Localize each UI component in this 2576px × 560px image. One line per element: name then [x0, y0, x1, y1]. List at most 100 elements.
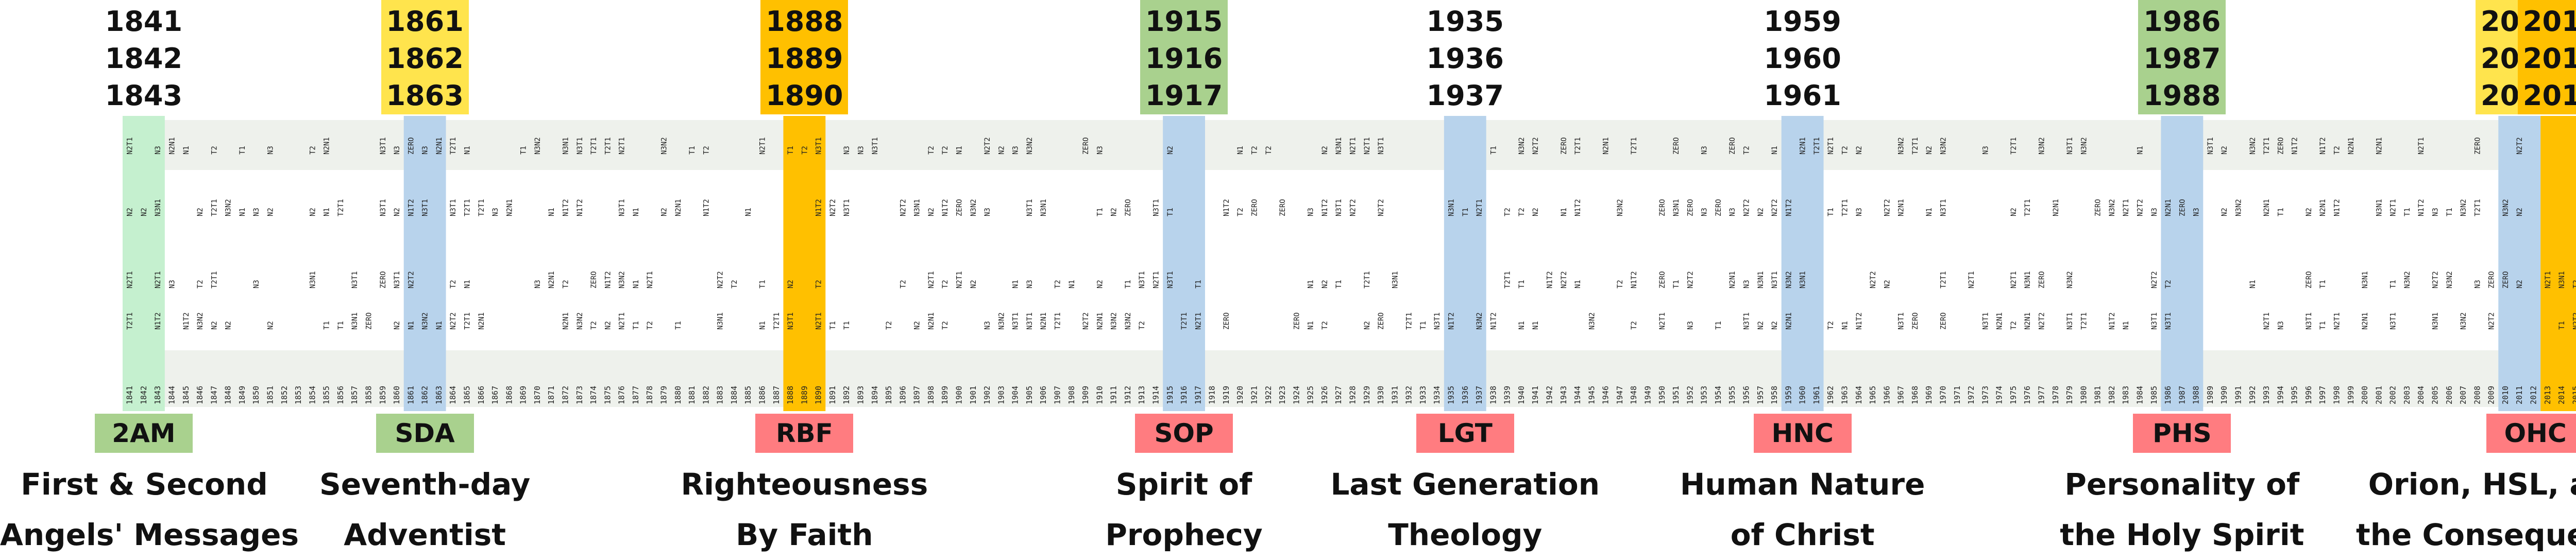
cell-value: ZERO	[1082, 137, 1090, 155]
cell-value: N3	[2150, 208, 2159, 216]
cell-value: N2T2	[1377, 199, 1385, 216]
cell-value: N1	[323, 208, 331, 216]
year-label: 1891	[828, 386, 837, 404]
year-label: 1908	[1067, 386, 1076, 404]
year-label: 1918	[1208, 386, 1217, 404]
cell-value: N3T1	[1897, 312, 1906, 330]
cell-value: N2N1	[168, 137, 177, 155]
cell-value: N2T2	[449, 312, 457, 330]
cell-value: N2T1	[2417, 137, 2426, 155]
subject-caption: Seventh-day	[319, 467, 531, 502]
cell-value: N2T1	[618, 137, 626, 155]
year-label: 1850	[251, 386, 261, 404]
year-label: 1948	[1629, 386, 1638, 404]
year-label: 1872	[561, 386, 570, 404]
cell-value: N1T2	[1855, 312, 1863, 330]
year-label: 1847	[209, 386, 218, 404]
year-label: 1877	[631, 386, 640, 404]
cell-value: T2T1	[2010, 137, 2018, 155]
cell-value: N1	[1236, 146, 1245, 155]
year-label: 1898	[926, 386, 936, 404]
cell-value: N1	[632, 208, 640, 216]
cell-value: N3	[168, 280, 177, 289]
cell-value: ZERO	[365, 312, 374, 330]
cell-value: T1	[323, 321, 331, 330]
cell-value: T2T1	[1054, 312, 1062, 330]
year-label: 1844	[167, 386, 177, 404]
top-year-label: 1959	[1764, 5, 1841, 38]
year-label: 1874	[589, 386, 598, 404]
year-label: 1974	[1995, 386, 2004, 404]
subject-caption: Righteousness	[681, 467, 928, 502]
cell-value: N3T1	[1335, 199, 1343, 216]
cell-value: N2	[1757, 208, 1765, 216]
cell-value: N3N2	[1110, 312, 1118, 330]
cell-value: N2	[1925, 146, 1934, 155]
top-year-box	[760, 0, 849, 114]
abbr-badge: LGT	[1416, 414, 1514, 453]
cell-value: N2	[1321, 146, 1329, 155]
cell-value: N3N2	[660, 137, 669, 155]
year-label: 1884	[730, 386, 739, 404]
cell-value: ZERO	[1251, 199, 1259, 216]
cell-value: T2	[1518, 208, 1526, 216]
cell-value: T2	[1251, 146, 1259, 155]
highlight-column	[1781, 116, 1824, 411]
year-label: 1927	[1334, 386, 1343, 404]
year-label: 2005	[2431, 386, 2440, 404]
year-label: 2012	[2529, 386, 2538, 404]
year-label: 1962	[1826, 386, 1835, 404]
cell-value: N3N2	[421, 312, 430, 330]
cell-value: T2T1	[2080, 312, 2088, 330]
year-label: 1886	[758, 386, 767, 404]
year-label: 1963	[1840, 386, 1850, 404]
cell-value: N2T1	[1363, 137, 1371, 155]
year-label: 1954	[1714, 386, 1723, 404]
cell-value: ZERO	[1911, 312, 1920, 330]
cell-value: N3	[984, 208, 992, 216]
cell-value: N2T2	[2572, 312, 2576, 330]
year-label: 1841	[125, 386, 134, 404]
cell-value: N2	[1166, 146, 1175, 155]
cell-value: N1T2	[2333, 199, 2342, 216]
cell-value: N2	[2305, 208, 2313, 216]
cell-value: N3N1	[1040, 199, 1048, 216]
top-year-label: 1916	[1145, 42, 1223, 75]
cell-value: T2T1	[210, 199, 218, 216]
cell-value: N3N2	[2080, 137, 2088, 155]
cell-value: N3	[1026, 280, 1034, 289]
cell-value: N2N1	[2319, 199, 2327, 216]
year-label: 1916	[1179, 386, 1189, 404]
cell-value: N3N1	[154, 199, 162, 216]
cell-value: T2	[309, 146, 317, 155]
year-label: 2007	[2459, 386, 2468, 404]
subject-caption: of Christ	[1730, 517, 1875, 552]
year-label: 1928	[1348, 386, 1358, 404]
cell-value: N2T1	[1658, 312, 1667, 330]
cell-value: T2	[1630, 321, 1638, 330]
cell-value: N2T2	[2516, 137, 2524, 155]
top-year-label: 1937	[1426, 79, 1504, 112]
subject-caption: the Holy Spirit	[2060, 517, 2304, 552]
year-label: 1864	[448, 386, 457, 404]
year-label: 1976	[2023, 386, 2032, 404]
year-label: 1843	[153, 386, 162, 404]
cell-value: T2T1	[464, 199, 472, 216]
cell-value: N1	[1518, 321, 1526, 330]
cell-value: N2	[1321, 280, 1329, 289]
year-label: 1893	[856, 386, 866, 404]
cell-value: N2N1	[2263, 199, 2271, 216]
cell-value: N2	[787, 280, 795, 289]
cell-value: N2	[393, 321, 401, 330]
cell-value: N3T1	[576, 137, 584, 155]
subject-caption: Orion, HSL, and	[2368, 467, 2576, 502]
year-label: 1987	[2177, 386, 2187, 404]
cell-value: N2T2	[1349, 199, 1358, 216]
cell-value: N2	[267, 208, 275, 216]
cell-value: ZERO	[1686, 199, 1694, 216]
cell-value: N1T2	[2108, 312, 2116, 330]
cell-value: N2T2	[407, 271, 415, 289]
cell-value: T2T1	[210, 271, 218, 289]
cell-value: T2	[1265, 146, 1273, 155]
cell-value: T2	[899, 280, 907, 289]
